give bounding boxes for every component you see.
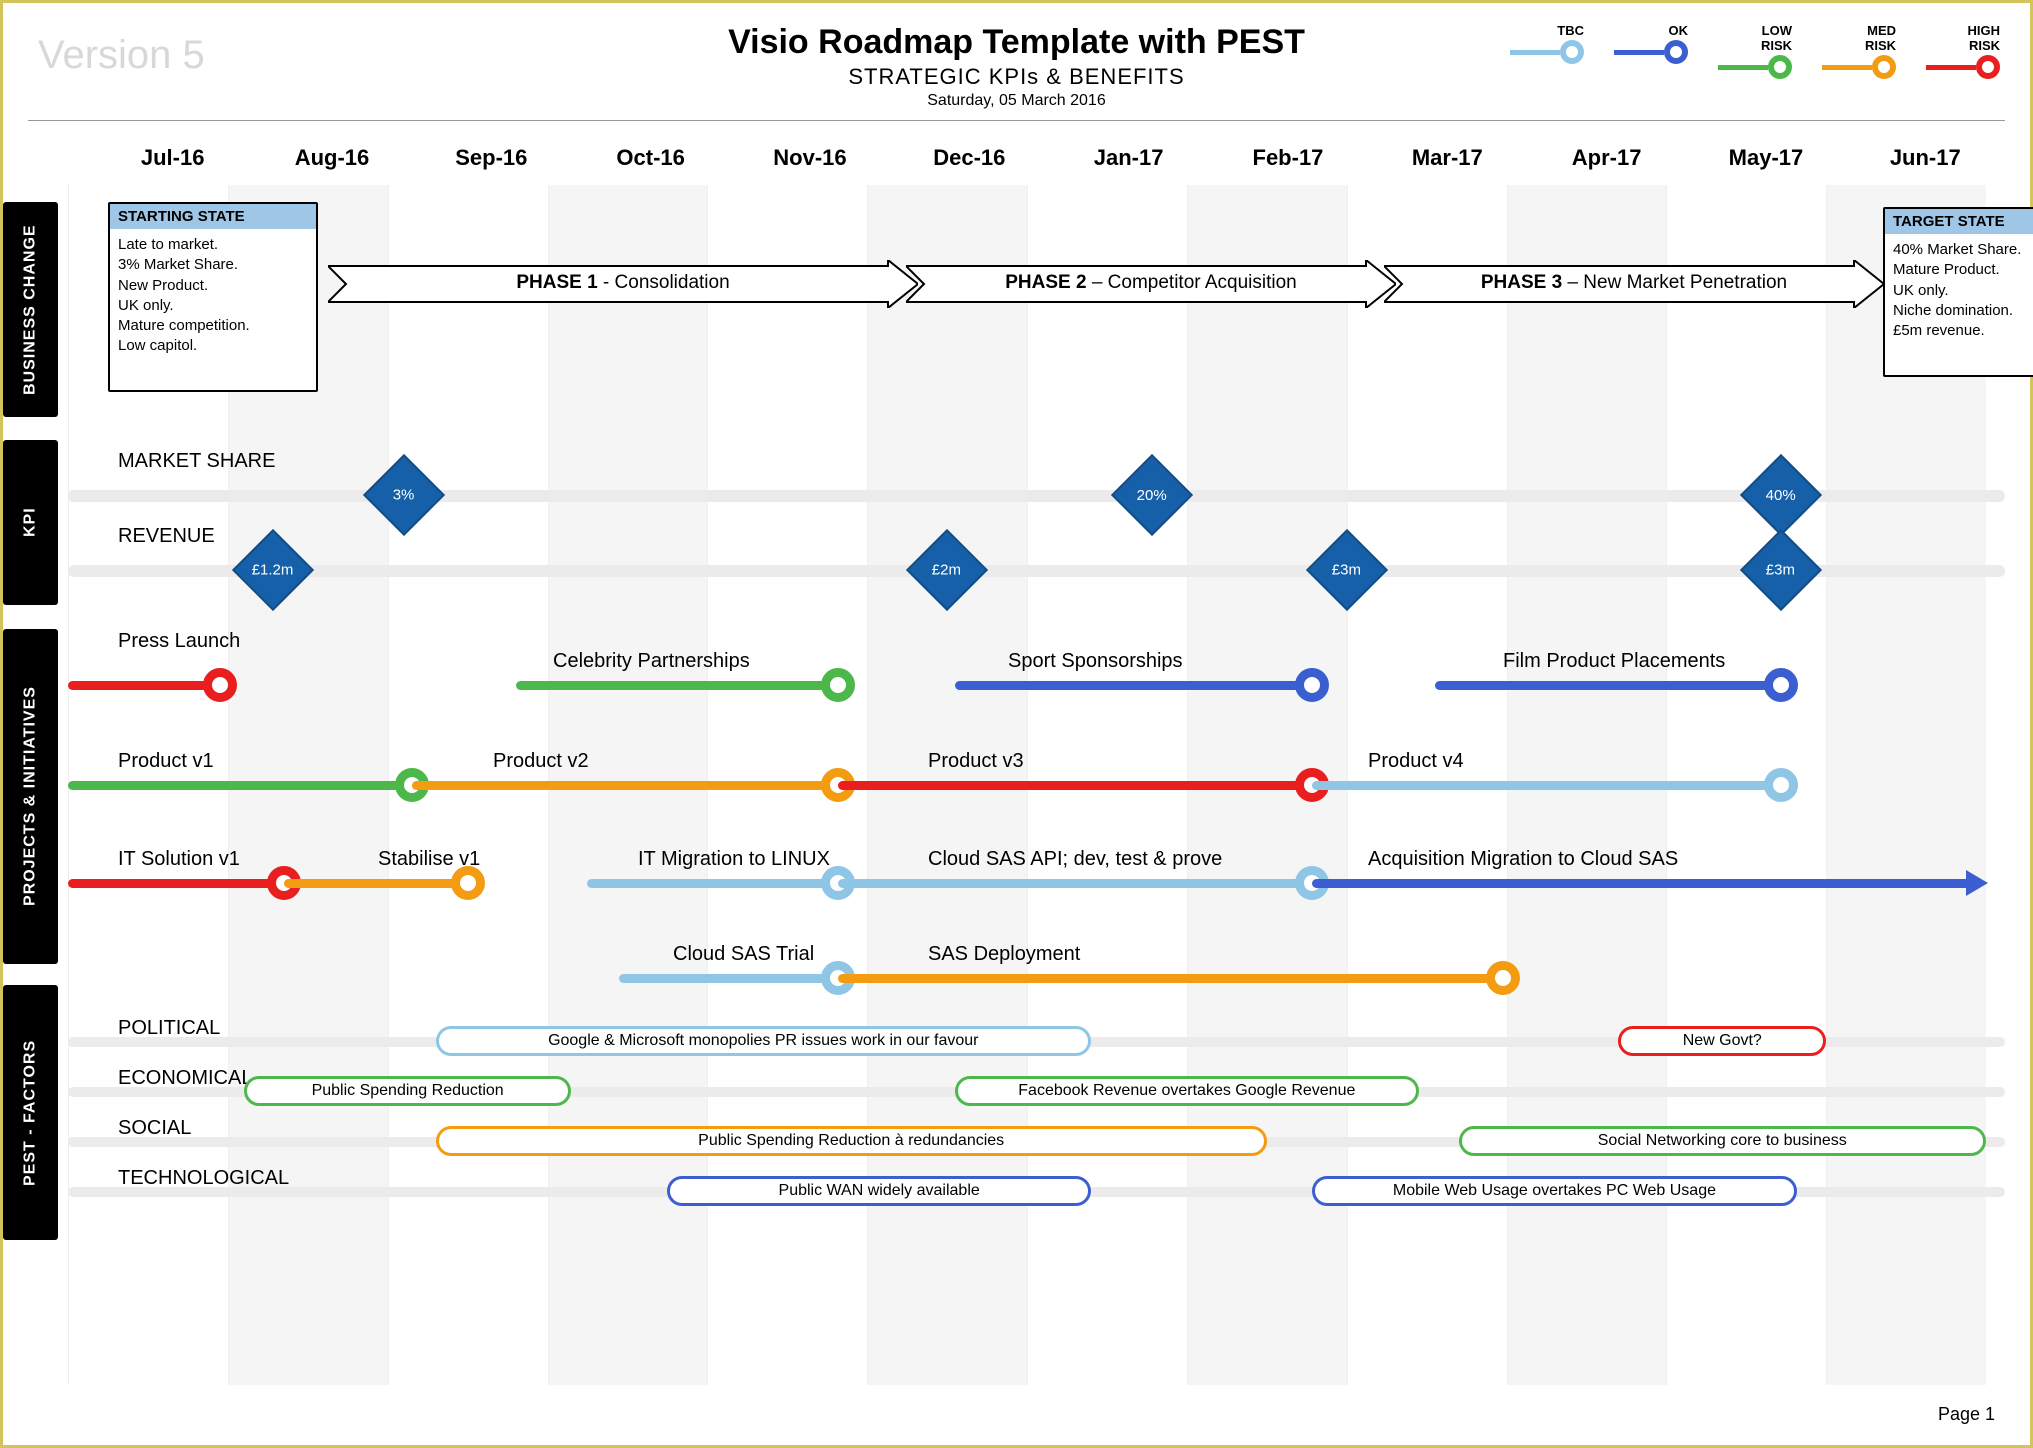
pest-pill: Social Networking core to business [1459,1126,1986,1156]
project-bar [68,879,272,888]
state-box-head: STARTING STATE [110,204,316,229]
project-bar [1435,681,1770,690]
project-label: Product v3 [928,750,1024,773]
project-bar [955,681,1299,690]
project-bar [284,879,456,888]
roadmap-canvas: STARTING STATELate to market. 3% Market … [68,185,2005,1385]
state-box-head: TARGET STATE [1885,209,2033,234]
project-bar [412,781,827,790]
pest-pill: New Govt? [1618,1026,1826,1056]
month-label: Sep-16 [412,139,571,171]
state-box-body: Late to market. 3% Market Share. New Pro… [110,229,316,363]
month-label: Apr-17 [1527,139,1686,171]
kpi-row-label: MARKET SHARE [118,450,275,473]
project-label: Acquisition Migration to Cloud SAS [1368,848,1678,871]
section-label: PEST - FACTORS [3,985,58,1240]
section-label: KPI [3,440,58,605]
project-label: IT Solution v1 [118,848,240,871]
state-box: TARGET STATE40% Market Share. Mature Pro… [1883,207,2033,377]
month-label: Oct-16 [571,139,730,171]
month-label: Feb-17 [1208,139,1367,171]
project-bar [838,879,1299,888]
project-bar [838,781,1299,790]
project-label: Product v4 [1368,750,1464,773]
month-label: Jun-17 [1846,139,2005,171]
project-label: SAS Deployment [928,943,1080,966]
phase-arrow: PHASE 2 – Competitor Acquisition [906,260,1396,308]
project-bar [1312,781,1770,790]
phase-label: PHASE 2 – Competitor Acquisition [906,272,1396,294]
milestone-circle [1764,668,1798,702]
version-label: Version 5 [38,33,205,78]
phase-label: PHASE 1 - Consolidation [328,272,918,294]
project-bar [68,781,400,790]
kpi-lane [68,565,2005,577]
project-label: Product v1 [118,750,214,773]
legend-item: TBC [1510,23,1584,79]
project-bar [68,681,208,690]
section-label: BUSINESS CHANGE [3,202,58,417]
milestone-circle [1764,768,1798,802]
month-label: Dec-16 [890,139,1049,171]
kpi-lane [68,490,2005,502]
section-label: PROJECTS & INITIATIVES [3,629,58,964]
milestone-circle [451,866,485,900]
pest-pill: Public WAN widely available [667,1176,1091,1206]
timeline-header: Jul-16Aug-16Sep-16Oct-16Nov-16Dec-16Jan-… [93,139,2005,171]
milestone-circle [821,668,855,702]
project-bar [1312,879,1966,888]
pest-pill: Facebook Revenue overtakes Google Revenu… [955,1076,1419,1106]
project-label: Product v2 [493,750,589,773]
milestone-circle [203,668,237,702]
month-label: Nov-16 [730,139,889,171]
project-bar [838,974,1491,983]
legend-item: HIGH RISK [1926,23,2000,79]
pest-pill: Google & Microsoft monopolies PR issues … [436,1026,1091,1056]
month-label: Jul-16 [93,139,252,171]
pest-pill: Public Spending Reduction [244,1076,572,1106]
phase-arrow: PHASE 1 - Consolidation [328,260,918,308]
legend-item: LOW RISK [1718,23,1792,79]
state-box-body: 40% Market Share. Mature Product. UK onl… [1885,234,2033,347]
state-box: STARTING STATELate to market. 3% Market … [108,202,318,392]
project-label: IT Migration to LINUX [638,848,830,871]
page-date: Saturday, 05 March 2016 [28,92,2005,110]
phase-label: PHASE 3 – New Market Penetration [1384,272,1884,294]
project-label: Film Product Placements [1503,650,1725,673]
legend-item: OK [1614,23,1688,79]
project-label: Press Launch [118,630,240,653]
project-bar [516,681,827,690]
legend-item: MED RISK [1822,23,1896,79]
pest-pill: Mobile Web Usage overtakes PC Web Usage [1312,1176,1798,1206]
project-label: Cloud SAS API; dev, test & prove [928,848,1222,871]
project-bar [619,974,826,983]
milestone-circle [1486,961,1520,995]
project-label: Celebrity Partnerships [553,650,750,673]
page-number: Page 1 [1938,1404,1995,1425]
month-label: Mar-17 [1368,139,1527,171]
header-rule [28,120,2005,121]
month-label: May-17 [1686,139,1845,171]
project-label: Sport Sponsorships [1008,650,1183,673]
arrowhead-icon [1966,870,1988,896]
milestone-circle [1295,668,1329,702]
project-bar [587,879,826,888]
project-label: Cloud SAS Trial [673,943,814,966]
month-label: Aug-16 [252,139,411,171]
kpi-row-label: REVENUE [118,525,215,548]
phase-arrow: PHASE 3 – New Market Penetration [1384,260,1884,308]
legend: TBC OK LOW RISK MED RISK HIGH RISK [1510,23,2000,79]
pest-pill: Public Spending Reduction à redundancies [436,1126,1267,1156]
month-row: Jul-16Aug-16Sep-16Oct-16Nov-16Dec-16Jan-… [93,139,2005,171]
month-label: Jan-17 [1049,139,1208,171]
